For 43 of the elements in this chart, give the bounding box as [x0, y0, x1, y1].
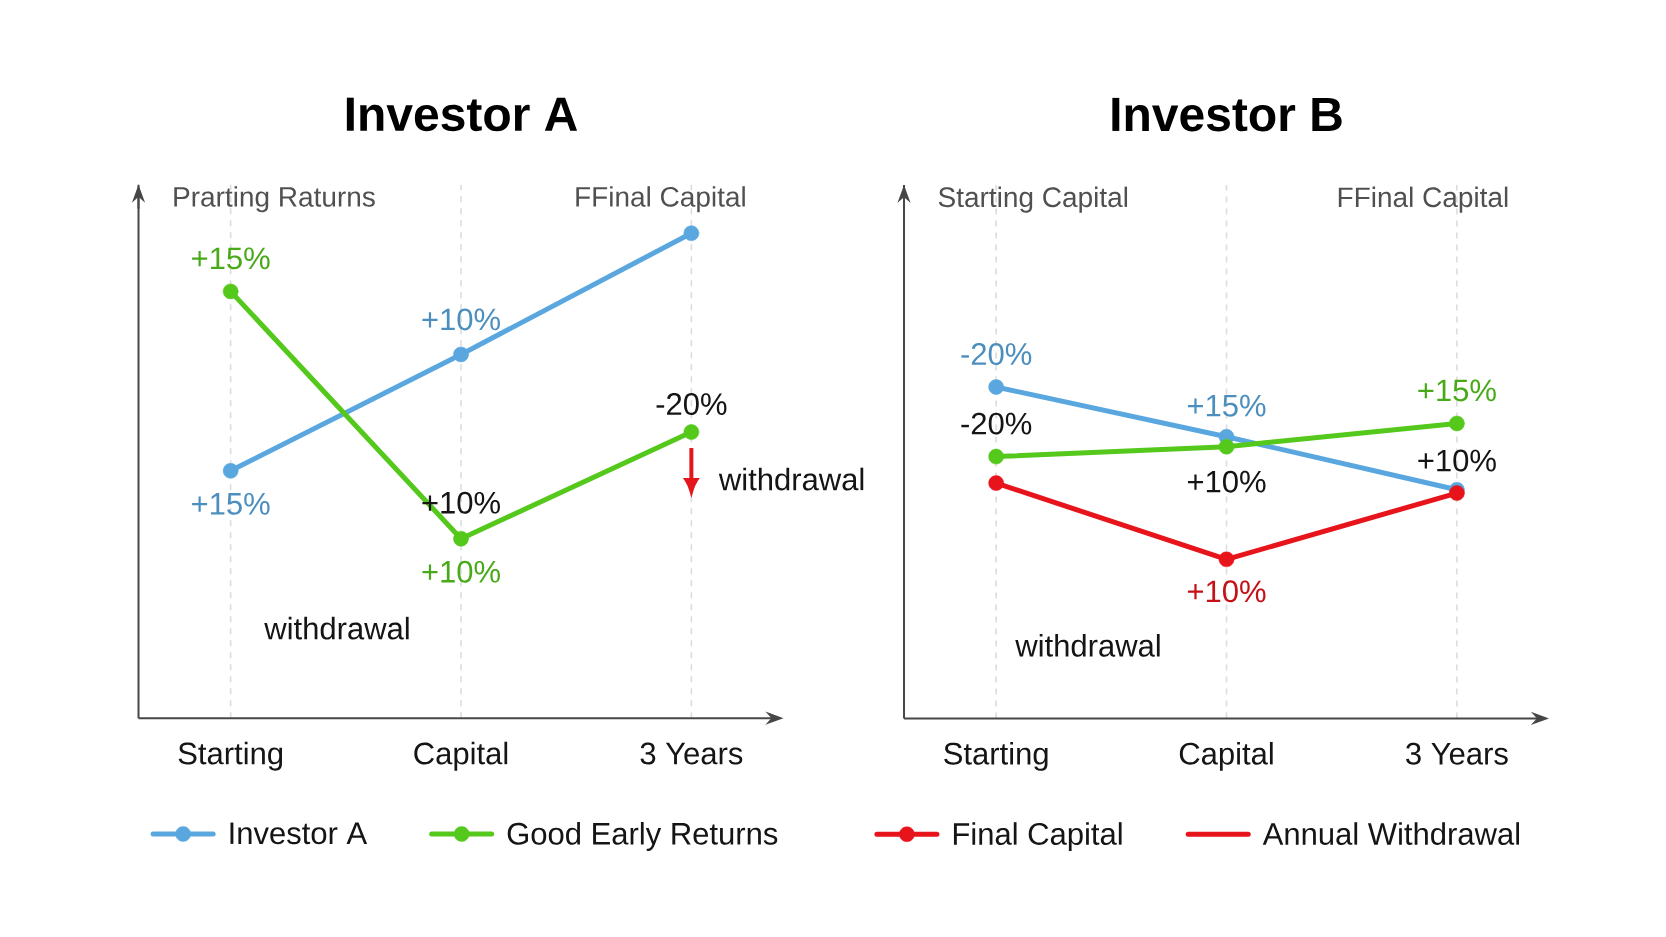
text: FFinal Capital [1338, 186, 1508, 213]
x-tick-label: Starting [944, 741, 1048, 771]
annotation: withdrawal [718, 467, 864, 491]
x-tick-label: 3 Years [1406, 742, 1508, 765]
annotation: +10% [422, 560, 500, 583]
annotation: +15% [192, 247, 270, 270]
text: FFinal Capital [576, 186, 745, 213]
annotation: +10% [1187, 470, 1266, 493]
annotation: +10% [1187, 580, 1266, 603]
annotation: +10% [1418, 449, 1496, 472]
annotation: -20% [961, 412, 1032, 435]
text: Starting Capital [938, 186, 1128, 213]
annotation: +15% [1418, 379, 1496, 402]
point [988, 379, 1004, 395]
chart-title: Investor B [1112, 97, 1342, 132]
x-tick-label: Capital [414, 741, 508, 771]
annotation: +15% [1187, 394, 1266, 417]
x-tick-label: Capital [1179, 741, 1273, 771]
chart-title: Investor A [346, 97, 578, 132]
legend-label: Final Capital [953, 822, 1122, 852]
x-tick-label: Starting [178, 741, 283, 771]
text: Prarting Raturns [174, 186, 375, 213]
annotation: +15% [192, 492, 270, 515]
point [222, 283, 239, 300]
annotation: +10% [422, 308, 500, 331]
text: Annual Withdrawal [1262, 822, 1519, 845]
point [1218, 551, 1235, 568]
annotation: -20% [656, 393, 727, 416]
legend-label: Good Early Returns [507, 821, 778, 851]
point [1218, 438, 1235, 455]
annotation: withdrawal [264, 616, 409, 640]
point [988, 448, 1004, 465]
annotation: withdrawal [1015, 634, 1160, 657]
x-tick-label: 3 Years [640, 742, 743, 765]
point [988, 475, 1004, 491]
point [453, 346, 469, 363]
point [1449, 415, 1465, 432]
point [453, 531, 469, 547]
annotation: -20% [961, 343, 1032, 365]
point [222, 463, 239, 479]
legend-label: Investor A [230, 822, 368, 845]
point [683, 424, 700, 440]
point [683, 225, 700, 241]
